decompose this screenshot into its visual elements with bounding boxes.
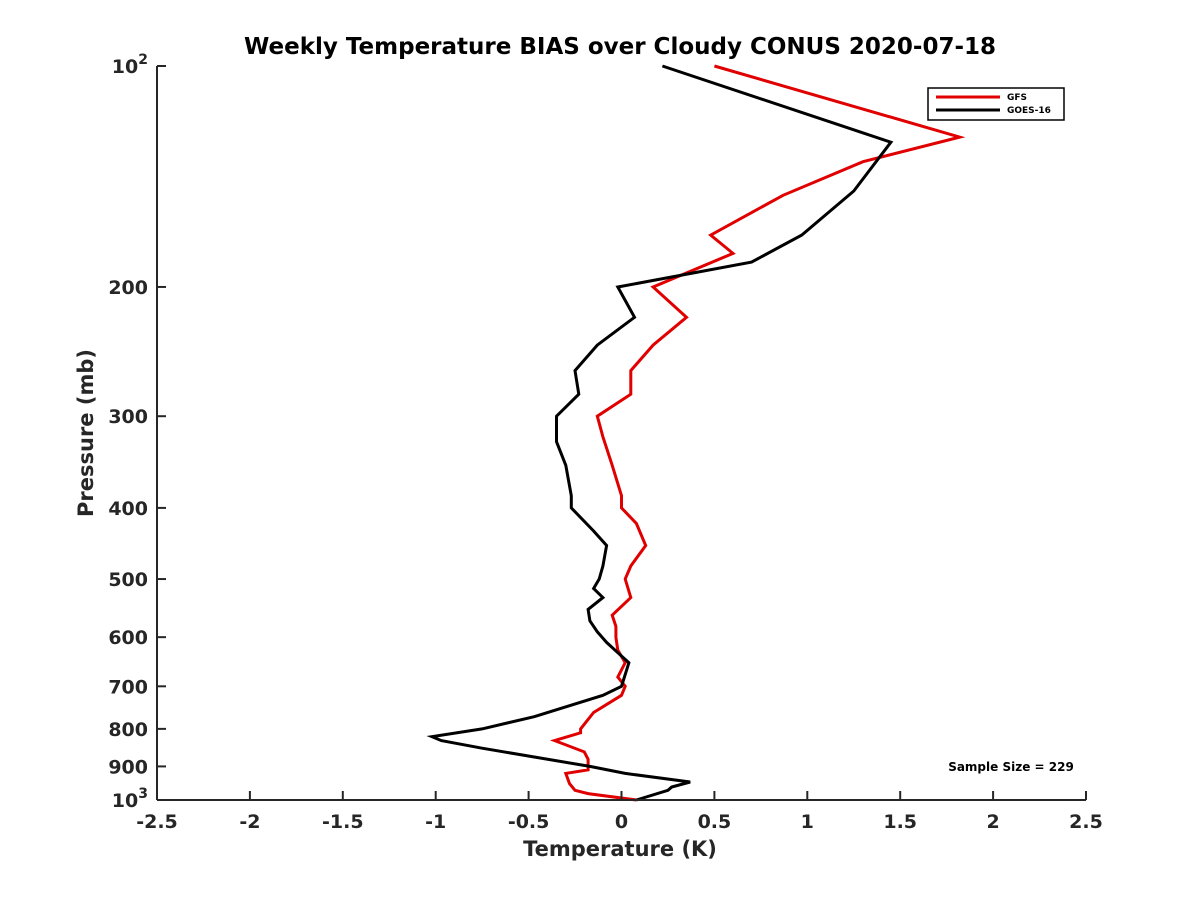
- x-tick-label: -2: [239, 811, 260, 833]
- y-axis-label: Pressure (mb): [74, 349, 98, 517]
- x-tick-label: 2.5: [1069, 811, 1103, 833]
- legend-label: GFS: [1007, 93, 1027, 103]
- y-tick-label: 500: [108, 569, 148, 591]
- x-tick-label: 1: [801, 811, 814, 833]
- plot-area: -2.5 -2 -1.5 -1 -0.5 0 0.5 1 1.5 2 2.5 102 200 300 400…: [108, 52, 1103, 833]
- x-tick-label: 0.5: [698, 811, 732, 833]
- series-line-goes-16: [426, 64, 894, 802]
- x-tick-label: 2: [986, 811, 999, 833]
- chart-title: Weekly Temperature BIAS over Cloudy CONU…: [244, 34, 996, 60]
- y-tick-label: 300: [108, 406, 148, 428]
- y-tick-label: 200: [108, 277, 148, 299]
- x-tick-label: -2.5: [136, 811, 178, 833]
- legend-box: [927, 87, 1065, 121]
- y-tick-label: 700: [108, 676, 148, 698]
- x-tick-label: -1: [425, 811, 446, 833]
- series-line-gfs: [549, 64, 966, 802]
- y-tick-label: 103: [112, 786, 148, 812]
- legend-label: GOES-16: [1007, 106, 1051, 116]
- x-tick-label: -0.5: [508, 811, 550, 833]
- sample-size-annotation: Sample Size = 229: [948, 760, 1074, 774]
- x-tick-label: 1.5: [883, 811, 917, 833]
- y-tick-label: 400: [108, 498, 148, 520]
- y-tick-label: 900: [108, 756, 148, 778]
- y-tick-label: 102: [112, 52, 148, 78]
- y-tick-label: 600: [108, 627, 148, 649]
- y-tick-label: 800: [108, 719, 148, 741]
- x-tick-label: -1.5: [322, 811, 364, 833]
- legend: GFS GOES-16: [927, 87, 1065, 121]
- x-axis-label: Temperature (K): [523, 837, 717, 861]
- x-tick-label: 0: [615, 811, 628, 833]
